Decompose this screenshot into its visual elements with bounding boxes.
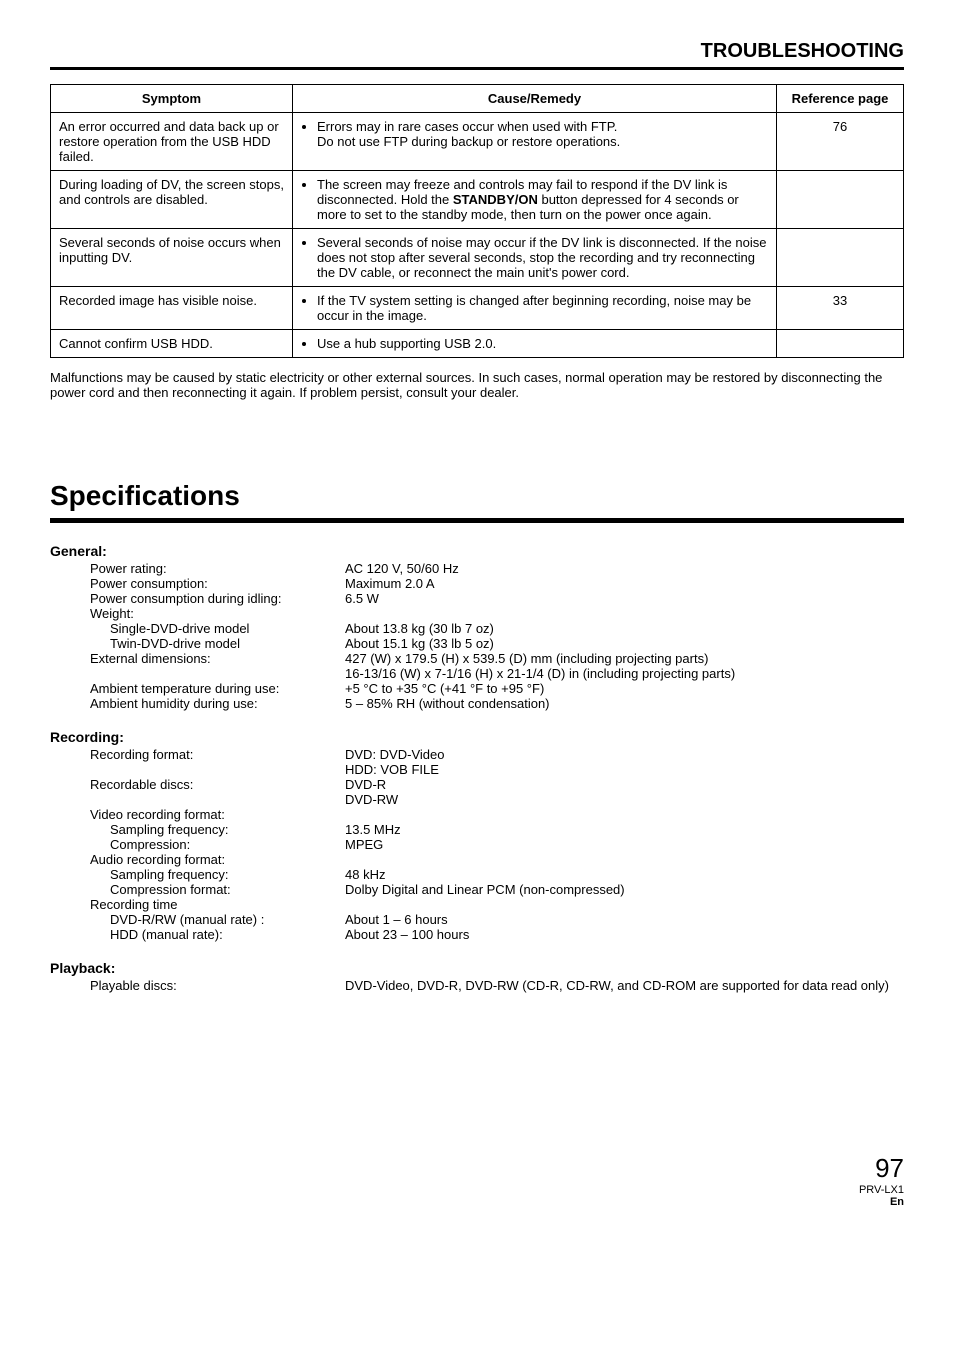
spec-label: Power consumption: bbox=[90, 576, 345, 591]
spec-value: DVD-RW bbox=[345, 792, 904, 807]
spec-value: About 23 – 100 hours bbox=[345, 927, 904, 942]
spec-label: Sampling frequency: bbox=[110, 822, 345, 837]
spec-label: Weight: bbox=[90, 606, 345, 621]
spec-label: DVD-R/RW (manual rate) : bbox=[110, 912, 345, 927]
playback-block: Playback: Playable discs:DVD-Video, DVD-… bbox=[50, 960, 904, 993]
cause-cell: Several seconds of noise may occur if th… bbox=[293, 229, 777, 287]
cause-cell: If the TV system setting is changed afte… bbox=[293, 287, 777, 330]
spec-value: 6.5 W bbox=[345, 591, 904, 606]
spec-label: Twin-DVD-drive model bbox=[110, 636, 345, 651]
general-block: General: Power rating:AC 120 V, 50/60 Hz… bbox=[50, 543, 904, 711]
ref-cell bbox=[777, 330, 904, 358]
cause-cell: The screen may freeze and controls may f… bbox=[293, 171, 777, 229]
cause-item: If the TV system setting is changed afte… bbox=[317, 293, 768, 323]
spec-value: Dolby Digital and Linear PCM (non-compre… bbox=[345, 882, 904, 897]
spec-label bbox=[90, 762, 345, 777]
table-row: Cannot confirm USB HDD. Use a hub suppor… bbox=[51, 330, 904, 358]
general-heading: General: bbox=[50, 543, 904, 559]
lang-label: En bbox=[50, 1196, 904, 1208]
th-symptom: Symptom bbox=[51, 85, 293, 113]
cause-item: Several seconds of noise may occur if th… bbox=[317, 235, 768, 280]
recording-block: Recording: Recording format:DVD: DVD-Vid… bbox=[50, 729, 904, 942]
spec-label: Recordable discs: bbox=[90, 777, 345, 792]
table-row: An error occurred and data back up or re… bbox=[51, 113, 904, 171]
spec-value: AC 120 V, 50/60 Hz bbox=[345, 561, 904, 576]
playback-heading: Playback: bbox=[50, 960, 904, 976]
spec-value: DVD-Video, DVD-R, DVD-RW (CD-R, CD-RW, a… bbox=[345, 978, 904, 993]
spec-value: Maximum 2.0 A bbox=[345, 576, 904, 591]
spec-value: 16-13/16 (W) x 7-1/16 (H) x 21-1/4 (D) i… bbox=[345, 666, 904, 681]
table-row: During loading of DV, the screen stops, … bbox=[51, 171, 904, 229]
cause-cell: Use a hub supporting USB 2.0. bbox=[293, 330, 777, 358]
spec-label: Playable discs: bbox=[90, 978, 345, 993]
spec-label: Video recording format: bbox=[90, 807, 345, 822]
ref-cell: 76 bbox=[777, 113, 904, 171]
malfunction-caption: Malfunctions may be caused by static ele… bbox=[50, 370, 904, 400]
spec-value: 427 (W) x 179.5 (H) x 539.5 (D) mm (incl… bbox=[345, 651, 904, 666]
spec-value: About 15.1 kg (33 lb 5 oz) bbox=[345, 636, 904, 651]
spec-value: About 13.8 kg (30 lb 7 oz) bbox=[345, 621, 904, 636]
spec-value: +5 °C to +35 °C (+41 °F to +95 °F) bbox=[345, 681, 904, 696]
page-header-title: TROUBLESHOOTING bbox=[50, 40, 904, 63]
spec-label: Ambient humidity during use: bbox=[90, 696, 345, 711]
ref-cell: 33 bbox=[777, 287, 904, 330]
table-row: Recorded image has visible noise. If the… bbox=[51, 287, 904, 330]
spec-label: Recording time bbox=[90, 897, 345, 912]
symptom-cell: Several seconds of noise occurs when inp… bbox=[51, 229, 293, 287]
th-ref: Reference page bbox=[777, 85, 904, 113]
symptom-cell: During loading of DV, the screen stops, … bbox=[51, 171, 293, 229]
spec-label: Ambient temperature during use: bbox=[90, 681, 345, 696]
spec-label: Power rating: bbox=[90, 561, 345, 576]
table-row: Several seconds of noise occurs when inp… bbox=[51, 229, 904, 287]
spec-value: DVD: DVD-Video bbox=[345, 747, 904, 762]
model-label: PRV-LX1 bbox=[50, 1184, 904, 1196]
cause-item: Errors may in rare cases occur when used… bbox=[317, 119, 768, 149]
spec-label: Audio recording format: bbox=[90, 852, 345, 867]
page-number: 97 bbox=[50, 1153, 904, 1184]
th-cause: Cause/Remedy bbox=[293, 85, 777, 113]
symptom-cell: Cannot confirm USB HDD. bbox=[51, 330, 293, 358]
symptom-cell: An error occurred and data back up or re… bbox=[51, 113, 293, 171]
spec-value bbox=[345, 807, 904, 822]
spec-rule bbox=[50, 518, 904, 523]
page-footer: 97 PRV-LX1 En bbox=[50, 1153, 904, 1208]
spec-label: HDD (manual rate): bbox=[110, 927, 345, 942]
symptom-cell: Recorded image has visible noise. bbox=[51, 287, 293, 330]
spec-value bbox=[345, 897, 904, 912]
spec-label: Sampling frequency: bbox=[110, 867, 345, 882]
header-rule bbox=[50, 67, 904, 70]
spec-label: Power consumption during idling: bbox=[90, 591, 345, 606]
spec-label: Recording format: bbox=[90, 747, 345, 762]
spec-value bbox=[345, 852, 904, 867]
spec-value: DVD-R bbox=[345, 777, 904, 792]
cause-item: The screen may freeze and controls may f… bbox=[317, 177, 768, 222]
spec-value: 13.5 MHz bbox=[345, 822, 904, 837]
spec-label bbox=[90, 666, 345, 681]
spec-label bbox=[90, 792, 345, 807]
ref-cell bbox=[777, 229, 904, 287]
ref-cell bbox=[777, 171, 904, 229]
spec-value: MPEG bbox=[345, 837, 904, 852]
spec-value bbox=[345, 606, 904, 621]
recording-heading: Recording: bbox=[50, 729, 904, 745]
spec-label: Compression: bbox=[110, 837, 345, 852]
spec-label: Single-DVD-drive model bbox=[110, 621, 345, 636]
specifications-title: Specifications bbox=[50, 480, 904, 512]
cause-item: Use a hub supporting USB 2.0. bbox=[317, 336, 768, 351]
spec-value: HDD: VOB FILE bbox=[345, 762, 904, 777]
spec-value: About 1 – 6 hours bbox=[345, 912, 904, 927]
spec-value: 5 – 85% RH (without condensation) bbox=[345, 696, 904, 711]
troubleshooting-table: Symptom Cause/Remedy Reference page An e… bbox=[50, 84, 904, 358]
spec-label: External dimensions: bbox=[90, 651, 345, 666]
cause-cell: Errors may in rare cases occur when used… bbox=[293, 113, 777, 171]
spec-value: 48 kHz bbox=[345, 867, 904, 882]
spec-label: Compression format: bbox=[110, 882, 345, 897]
